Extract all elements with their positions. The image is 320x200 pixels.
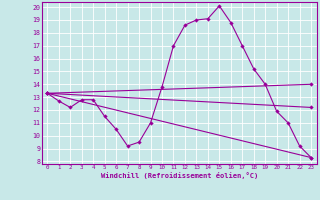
X-axis label: Windchill (Refroidissement éolien,°C): Windchill (Refroidissement éolien,°C) bbox=[100, 172, 258, 179]
